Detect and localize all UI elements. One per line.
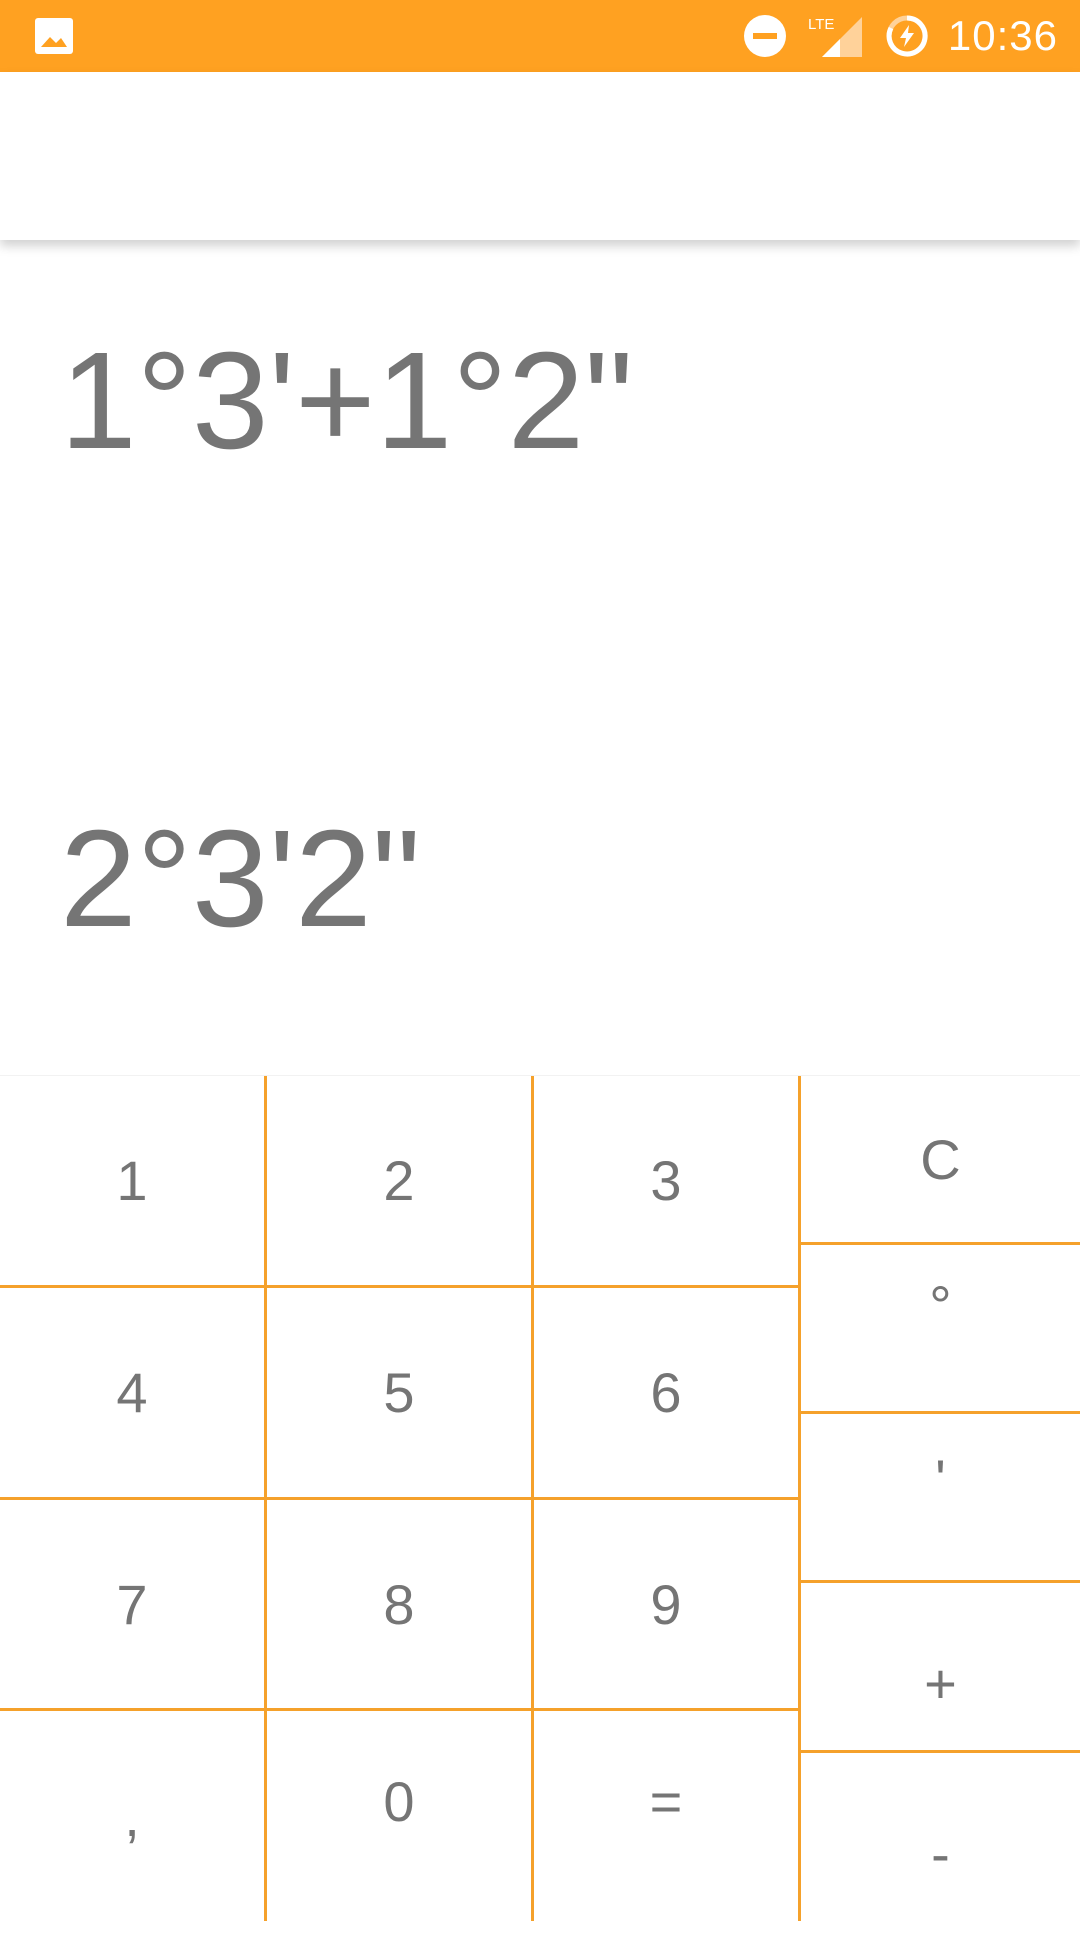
calculator-display: 1°3'+1°2" 2°3'2" xyxy=(0,240,1080,1075)
key-5[interactable]: 5 xyxy=(267,1288,531,1497)
key-1[interactable]: 1 xyxy=(0,1076,264,1285)
key-clear[interactable]: C xyxy=(801,1076,1080,1242)
key-degree[interactable]: ° xyxy=(801,1245,1080,1365)
do-not-disturb-icon xyxy=(742,13,788,59)
key-6[interactable]: 6 xyxy=(534,1288,798,1497)
key-4[interactable]: 4 xyxy=(0,1288,264,1497)
key-minus[interactable]: - xyxy=(801,1753,1080,1953)
app-bar xyxy=(0,72,1080,240)
lte-signal-icon: LTE xyxy=(806,13,866,59)
status-bar: LTE 10:36 xyxy=(0,0,1080,72)
keypad: 1 2 3 4 5 6 7 8 9 , 0 = C ° ' + - xyxy=(0,1075,1080,1921)
key-minute[interactable]: ' xyxy=(801,1414,1080,1544)
expression-text[interactable]: 1°3'+1°2" xyxy=(60,332,633,470)
key-equals[interactable]: = xyxy=(534,1711,798,1891)
key-3[interactable]: 3 xyxy=(534,1076,798,1285)
image-icon xyxy=(34,17,74,55)
battery-charging-icon xyxy=(884,13,930,59)
key-9[interactable]: 9 xyxy=(534,1500,798,1708)
key-2[interactable]: 2 xyxy=(267,1076,531,1285)
key-comma[interactable]: , xyxy=(0,1711,264,1921)
key-0[interactable]: 0 xyxy=(267,1711,531,1891)
key-7[interactable]: 7 xyxy=(0,1500,264,1708)
status-clock: 10:36 xyxy=(948,12,1058,60)
result-text: 2°3'2" xyxy=(60,810,421,948)
network-type-label: LTE xyxy=(808,16,834,33)
key-8[interactable]: 8 xyxy=(267,1500,531,1708)
